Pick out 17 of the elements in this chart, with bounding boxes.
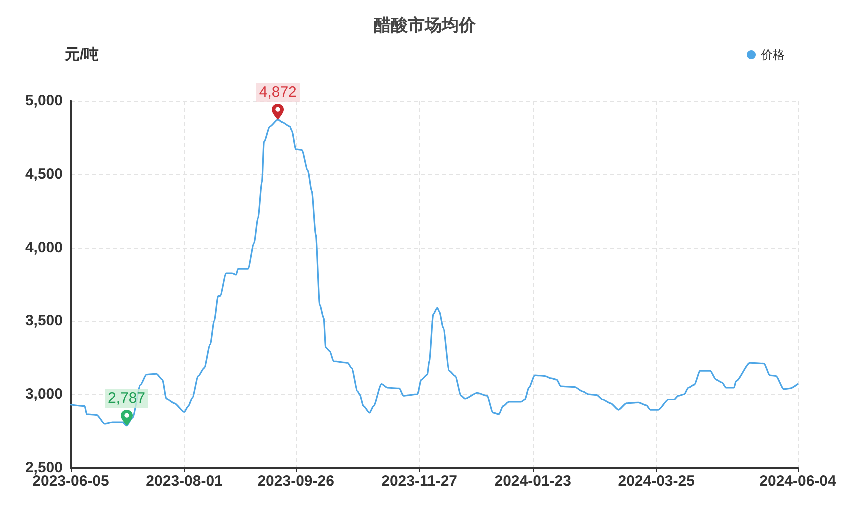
x-tick-label: 2024-01-23 [494,473,572,490]
y-tick-label: 4,500 [25,166,63,183]
x-tick-label: 2024-03-25 [618,473,695,490]
x-tick-label: 2023-11-27 [382,473,458,490]
y-tick-label: 4,000 [25,239,63,256]
x-tick-label: 2024-06-04 [760,473,838,490]
legend-label: 价格 [760,48,785,62]
y-tick-label: 5,000 [25,92,63,110]
y-tick-label: 3,500 [25,312,63,330]
chart-title: 醋酸市场均价 [374,16,477,35]
y-tick-label: 3,000 [25,386,63,404]
annotation: 2,787 [104,388,149,408]
annotation: 4,872 [256,82,300,102]
y-axis-title: 元/吨 [64,46,100,64]
y-tick-label: 2,500 [25,460,63,476]
x-tick-label: 2023-08-01 [146,473,223,490]
x-tick-label: 2023-09-26 [258,473,334,490]
